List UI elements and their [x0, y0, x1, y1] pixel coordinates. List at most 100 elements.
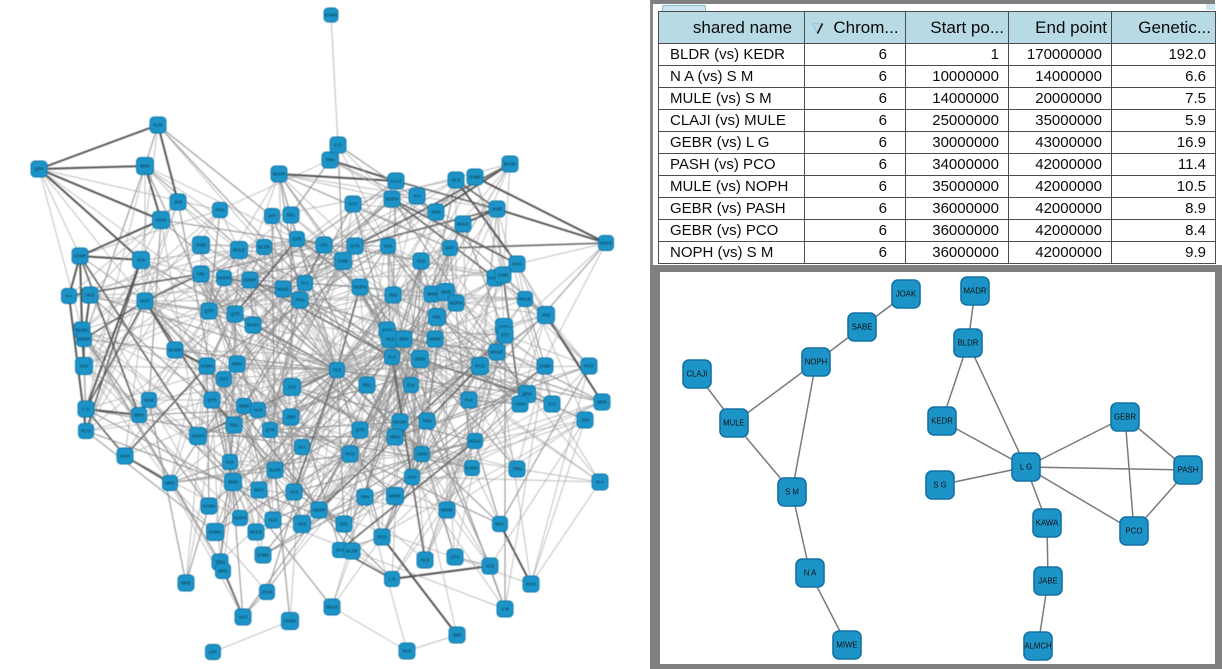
svg-text:MADR: MADR: [169, 348, 182, 353]
svg-text:VLD: VLD: [290, 490, 299, 495]
svg-text:LRT: LRT: [268, 214, 277, 219]
svg-text:MULE: MULE: [457, 222, 469, 227]
svg-text:N A: N A: [388, 355, 395, 360]
svg-text:HLD: HLD: [421, 558, 430, 563]
svg-text:MULE: MULE: [233, 248, 245, 253]
svg-text:KEDR: KEDR: [78, 337, 90, 342]
svg-text:KEDR: KEDR: [74, 254, 86, 259]
svg-text:GEBR: GEBR: [1114, 413, 1136, 422]
svg-text:SABE: SABE: [852, 323, 873, 332]
svg-text:PASH: PASH: [1178, 466, 1199, 475]
svg-text:VLD: VLD: [80, 364, 89, 369]
svg-text:HLD: HLD: [269, 518, 278, 523]
svg-text:MULE: MULE: [600, 241, 612, 246]
svg-text:WST: WST: [254, 488, 264, 493]
svg-text:HLD: HLD: [452, 178, 461, 183]
svg-text:L G: L G: [389, 577, 396, 582]
svg-text:N A: N A: [65, 294, 72, 299]
svg-text:GEBR: GEBR: [284, 619, 296, 624]
svg-text:CRL: CRL: [197, 272, 206, 277]
svg-text:PCO: PCO: [1126, 527, 1143, 536]
svg-text:KLM: KLM: [120, 454, 129, 459]
svg-text:GRM: GRM: [515, 402, 526, 407]
svg-text:NOPH: NOPH: [450, 301, 463, 306]
svg-text:PRS: PRS: [215, 208, 224, 213]
svg-text:N A: N A: [804, 569, 817, 578]
svg-text:N A: N A: [413, 194, 420, 199]
svg-text:N A: N A: [301, 281, 308, 286]
svg-text:QTR: QTR: [355, 428, 364, 433]
svg-text:MULE: MULE: [277, 287, 289, 292]
svg-text:JNS: JNS: [174, 200, 182, 205]
svg-text:HLD: HLD: [254, 408, 263, 413]
svg-text:KAWA: KAWA: [209, 530, 222, 535]
svg-text:PCO: PCO: [377, 535, 387, 540]
svg-text:NRD: NRD: [165, 481, 175, 486]
svg-text:BLDR: BLDR: [269, 468, 281, 473]
svg-text:MIWE: MIWE: [389, 494, 401, 499]
svg-text:FLK: FLK: [226, 460, 234, 465]
svg-text:QTR: QTR: [292, 237, 301, 242]
svg-text:TRN: TRN: [512, 467, 521, 472]
svg-text:WST: WST: [140, 299, 150, 304]
svg-text:PCO: PCO: [475, 364, 485, 369]
svg-text:S G: S G: [548, 402, 556, 407]
svg-text:MNB: MNB: [228, 480, 238, 485]
svg-text:PASH: PASH: [247, 323, 259, 328]
svg-text:TRN: TRN: [215, 560, 224, 565]
svg-text:JNS: JNS: [542, 313, 550, 318]
svg-text:MIWE: MIWE: [429, 337, 441, 342]
svg-text:KAWA: KAWA: [325, 13, 338, 18]
svg-text:MIWE: MIWE: [836, 641, 857, 650]
svg-text:ZBR: ZBR: [287, 415, 296, 420]
svg-text:JABE: JABE: [196, 243, 207, 248]
svg-text:S M: S M: [785, 488, 799, 497]
svg-text:BLDR: BLDR: [346, 549, 358, 554]
svg-text:TRN: TRN: [422, 419, 431, 424]
svg-text:SABE: SABE: [469, 175, 481, 180]
svg-text:NOPH: NOPH: [386, 197, 399, 202]
svg-text:LRT: LRT: [209, 650, 218, 655]
svg-text:NOPH: NOPH: [218, 276, 231, 281]
svg-text:KEDR: KEDR: [931, 417, 953, 426]
svg-text:VLD: VLD: [486, 564, 495, 569]
svg-text:PCO: PCO: [345, 452, 355, 457]
svg-text:MNB: MNB: [427, 292, 437, 297]
svg-text:CLAJI: CLAJI: [686, 370, 707, 379]
svg-text:BLDR: BLDR: [273, 172, 285, 177]
svg-text:BLDR: BLDR: [958, 339, 979, 348]
svg-text:FLK: FLK: [407, 383, 415, 388]
svg-text:BRN: BRN: [399, 337, 408, 342]
svg-text:STV: STV: [349, 202, 358, 207]
svg-text:JOAK: JOAK: [261, 590, 273, 595]
svg-text:BLDR: BLDR: [258, 245, 270, 250]
svg-text:CRL: CRL: [340, 522, 349, 527]
svg-text:S G: S G: [334, 143, 342, 148]
svg-text:MULE: MULE: [491, 350, 503, 355]
svg-text:BRN: BRN: [597, 400, 606, 405]
svg-text:SABE: SABE: [539, 364, 551, 369]
svg-text:JOAK: JOAK: [896, 290, 917, 299]
svg-text:JNS: JNS: [581, 418, 589, 423]
svg-text:NRD: NRD: [140, 164, 150, 169]
svg-text:NRD: NRD: [181, 581, 191, 586]
svg-text:PCO: PCO: [526, 582, 536, 587]
svg-text:PCO: PCO: [584, 364, 594, 369]
svg-text:BLDR: BLDR: [504, 162, 516, 167]
svg-text:MNB: MNB: [239, 404, 249, 409]
svg-text:STV: STV: [451, 555, 460, 560]
svg-text:QTR: QTR: [265, 428, 274, 433]
svg-text:MADR: MADR: [964, 287, 987, 296]
svg-text:JABE: JABE: [492, 207, 503, 212]
svg-text:HLD: HLD: [403, 649, 412, 654]
svg-text:NOPH: NOPH: [805, 358, 828, 367]
svg-text:BRN: BRN: [134, 413, 143, 418]
svg-text:S G: S G: [933, 481, 946, 490]
svg-text:S M: S M: [501, 607, 509, 612]
svg-text:VLD: VLD: [384, 244, 393, 249]
svg-text:TRN: TRN: [325, 158, 334, 163]
svg-text:KEDR: KEDR: [313, 508, 325, 513]
svg-text:VLD: VLD: [239, 615, 248, 620]
svg-text:MNB: MNB: [441, 290, 451, 295]
svg-text:NOPH: NOPH: [234, 516, 247, 521]
